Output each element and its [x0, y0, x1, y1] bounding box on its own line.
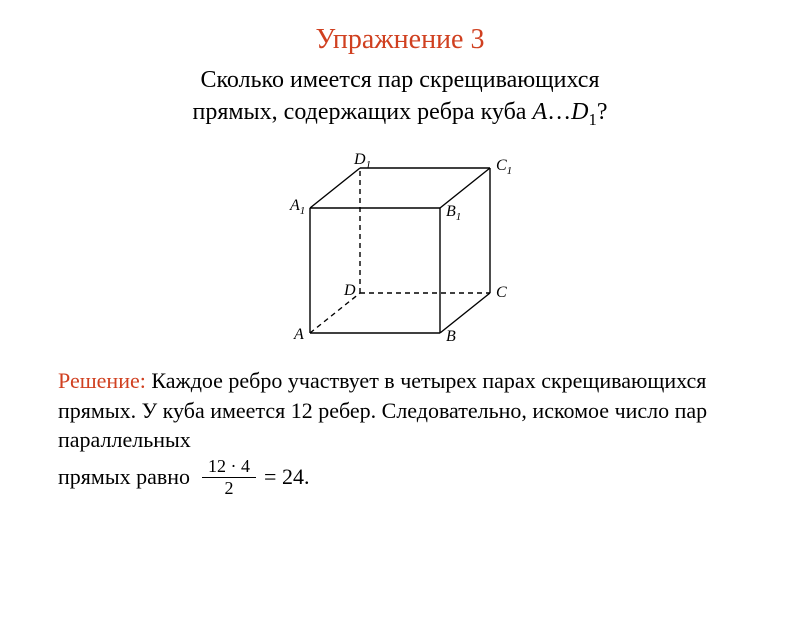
solution-paragraph: Решение: Каждое ребро участвует в четыре… [0, 366, 800, 455]
question-qmark: ? [597, 99, 608, 125]
question-D: D [571, 99, 588, 125]
cube-edge [440, 168, 490, 208]
question-line1: Сколько имеется пар скрещивающихся [200, 67, 599, 93]
cube-edge [310, 293, 360, 333]
solution-body: Каждое ребро участвует в четырех парах с… [58, 368, 707, 452]
vertex-label-A: A [293, 326, 304, 343]
cube-edge [440, 293, 490, 333]
vertex-label-C1: C1 [496, 157, 512, 177]
vertex-label-B1: B1 [446, 203, 461, 223]
cube-edge [310, 168, 360, 208]
equation-result: = 24. [264, 464, 309, 490]
formula-lead: прямых равно [58, 464, 190, 490]
cube-svg: ABCDA1B1C1D1 [270, 148, 530, 358]
question-A: A [532, 99, 547, 125]
solution-label: Решение: [58, 368, 146, 393]
question-line2-pre: прямых, содержащих ребра куба [192, 99, 532, 125]
vertex-label-B: B [446, 328, 456, 345]
fraction: 12 · 4 2 [202, 457, 256, 498]
question-sub1: 1 [588, 110, 596, 129]
question-ellipsis: … [547, 99, 571, 125]
vertex-label-A1: A1 [289, 197, 305, 217]
formula-row: прямых равно 12 · 4 2 = 24. [0, 457, 800, 498]
fraction-numerator: 12 · 4 [202, 457, 256, 478]
cube-figure: ABCDA1B1C1D1 [0, 148, 800, 358]
exercise-title: Упражнение 3 [0, 24, 800, 56]
vertex-label-C: C [496, 284, 507, 301]
question-text: Сколько имеется пар скрещивающихся прямы… [0, 64, 800, 132]
vertex-label-D: D [343, 282, 356, 299]
fraction-denominator: 2 [219, 478, 240, 498]
